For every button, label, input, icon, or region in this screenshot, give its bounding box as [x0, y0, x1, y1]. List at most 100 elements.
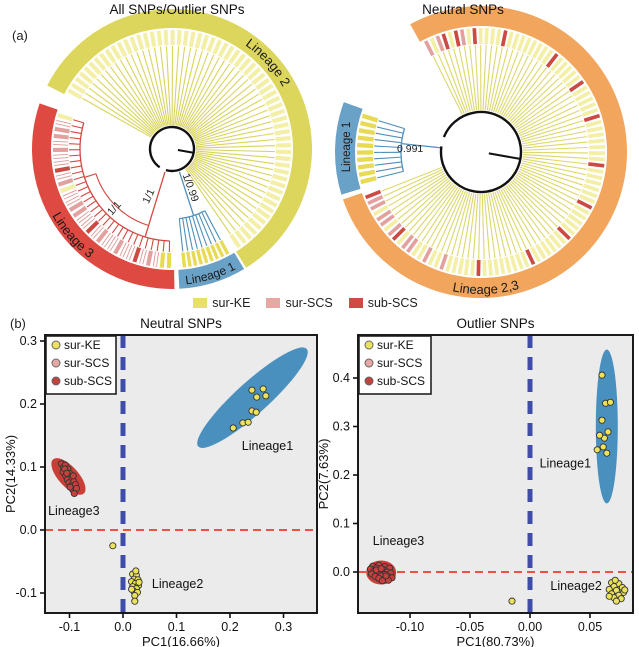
pca-neutral-snps-ytick--0.1: -0.1: [15, 586, 37, 600]
tree-all-outlier-snps-branches-lineage2: [82, 45, 275, 235]
legend-item-sub-SCS: sub-SCS: [348, 296, 418, 310]
pca-outlier-snps-ylabel: PC2(7.63%): [316, 439, 331, 510]
pca-outlier-snps-ytick-0.1: 0.1: [333, 517, 350, 531]
tree-all-outlier-snps-support-1: 1/1: [140, 187, 157, 205]
pca-neutral-snps-ytick-0.0: 0.0: [20, 523, 37, 537]
pca-neutral-snps-frame: [44, 334, 318, 614]
tree-neutral-snps-label-Lineage-1: Lineage 1: [341, 122, 353, 173]
tree-all-outlier-snps-band-lineage2: [47, 9, 313, 268]
legend-swatch: [266, 298, 281, 308]
pca-neutral-snps-xlabel: PC1(16.66%): [142, 634, 220, 647]
pca-neutral-snps-points-Lineage1: [229, 385, 270, 432]
pca-neutral-snps-cluster-label-Lineage3: Lineage3: [48, 504, 99, 518]
pca-outlier-snps-legend-label-sub-SCS: sub-SCS: [377, 374, 425, 388]
pca-outlier-snps-cluster-label-Lineage2: Lineage2: [550, 579, 601, 593]
panel-a-label: (a): [12, 28, 28, 43]
pca-neutral-snps-legend-label-sur-KE: sur-KE: [64, 338, 101, 352]
pca-neutral-snps-legend-marker-sur-SCS: [51, 358, 61, 368]
tree-all-outlier-snps-ticks-lineage3: [52, 113, 172, 269]
pca-neutral-snps-ytick-0.2: 0.2: [20, 397, 37, 411]
tree-neutral-snps-label-Lineage-2-3: Lineage 2,3: [452, 277, 521, 297]
tree-neutral-snps-support-0: 0.991: [397, 143, 423, 155]
pca-outlier-snps-xtick-0.05: 0.05: [578, 620, 602, 634]
tree-neutral-snps: Lineage 2,3 Lineage 1 0.991: [335, 6, 627, 298]
color-legend: sur-KE sur-SCS sub-SCS: [0, 296, 625, 310]
pca-outlier-snps: Lineage1 Lineage3 Lineage2 sur-KE sur-SCS sub…: [316, 316, 634, 647]
legend-item-sur-KE: sur-KE: [193, 296, 250, 310]
tree-all-outlier-snps-support-0: 1/0.99: [180, 172, 201, 204]
pca-outlier-snps-frame: [357, 334, 634, 614]
pca-outlier-snps-xlabel: PC1(80.73%): [456, 634, 534, 647]
pca-neutral-snps-points-Lineage3: [57, 460, 81, 498]
tree-neutral-snps-inner-circle: [439, 110, 523, 194]
tree-all-outlier-snps-ticks-lineage2: [67, 29, 292, 249]
pca-outlier-snps-ellipse-Lineage1: [595, 349, 618, 504]
tree-title-all-outlier-snps: All SNPs/Outlier SNPs: [109, 2, 245, 17]
pca-outlier-snps-ytick-0.2: 0.2: [333, 468, 350, 482]
tree-neutral-snps-branches-lineage23: [381, 44, 589, 259]
tree-neutral-snps-root-branch: [488, 152, 520, 160]
tree-all-outlier-snps-root-branch: [177, 149, 193, 154]
tree-neutral-snps-branches-lineage1: [373, 120, 441, 179]
legend-label: sur-KE: [212, 296, 251, 310]
pca-outlier-snps-legend-marker-sur-KE: [364, 340, 374, 350]
tree-neutral-snps-ticks-lineage23: [364, 27, 606, 277]
pca-neutral-snps-xtick-0.0: 0.0: [114, 620, 131, 634]
pca-outlier-snps-points-Lineage1: [593, 371, 614, 457]
pca-outlier-snps-xtick-0.00: 0.00: [518, 620, 542, 634]
legend-label: sub-SCS: [367, 296, 418, 310]
tree-all-outlier-snps-band-lineage3: [31, 103, 175, 289]
pca-neutral-snps-points-stray: [109, 542, 139, 605]
tree-all-outlier-snps-inner-circle: [148, 125, 196, 173]
pca-outlier-snps-legend-label-sur-KE: sur-KE: [377, 338, 414, 352]
pca-neutral-snps-ellipse-Lineage1: [197, 347, 308, 448]
pca-neutral-snps-legend-label-sur-SCS: sur-SCS: [64, 356, 109, 370]
tree-all-outlier-snps-band-lineage1: [178, 252, 245, 289]
pca-outlier-snps-legend-label-sur-SCS: sur-SCS: [377, 356, 422, 370]
tree-neutral-snps-band-lineage1: [335, 102, 363, 195]
pca-outlier-snps-ytick-0.3: 0.3: [333, 420, 350, 434]
pca-outlier-snps-ytick-0.4: 0.4: [333, 371, 350, 385]
pca-neutral-snps-legend-marker-sub-SCS: [51, 376, 61, 386]
panel-b-label: (b): [10, 316, 26, 331]
tree-neutral-snps-ticks-lineage1: [356, 113, 379, 185]
pca-neutral-snps-legend: sur-KE sur-SCS sub-SCS: [45, 335, 117, 395]
pca-outlier-snps-legend-marker-sur-SCS: [364, 358, 374, 368]
pca-neutral-snps-xtick-0.3: 0.3: [275, 620, 292, 634]
pca-neutral-snps-cluster-label-Lineage2: Lineage2: [152, 577, 203, 591]
pca-outlier-snps-legend: sur-KE sur-SCS sub-SCS: [358, 335, 432, 395]
pca-outlier-snps-legend-marker-sub-SCS: [364, 376, 374, 386]
tree-all-outlier-snps-branches-lineage1: [178, 171, 221, 252]
pca-outlier-snps-cluster-label-Lineage3: Lineage3: [373, 534, 424, 548]
pca-neutral-snps-xtick-0.2: 0.2: [221, 620, 238, 634]
legend-swatch: [348, 298, 363, 308]
tree-all-outlier-snps-branches-lineage3: [68, 119, 171, 252]
pca-outlier-snps-cluster-label-Lineage1: Lineage1: [540, 457, 591, 471]
pca-outlier-snps-points-Lineage2: [605, 576, 629, 605]
pca-neutral-snps-xtick--0.1: -0.1: [59, 620, 81, 634]
pca-neutral-snps-ylabel: PC2(14.33%): [3, 435, 18, 513]
pca-neutral-snps: Lineage1 Lineage3 Lineage2 sur-KE sur-SCS sub…: [3, 316, 318, 647]
pca-outlier-snps-ytick-0.0: 0.0: [333, 565, 350, 579]
pca-neutral-snps-ytick-0.3: 0.3: [20, 334, 37, 348]
pca-neutral-snps-legend-marker-sur-KE: [51, 340, 61, 350]
pca-neutral-snps-xtick-0.1: 0.1: [168, 620, 185, 634]
tree-title-neutral-snps: Neutral SNPs: [422, 2, 504, 17]
pca-outlier-snps-title: Outlier SNPs: [456, 316, 534, 331]
pca-neutral-snps-ytick-0.1: 0.1: [20, 460, 37, 474]
tree-all-outlier-snps-ticks-lineage1: [181, 240, 230, 268]
pca-neutral-snps-points-Lineage2: [128, 567, 143, 600]
pca-neutral-snps-legend-label-sub-SCS: sub-SCS: [64, 374, 112, 388]
legend-label: sur-SCS: [285, 296, 333, 310]
tree-all-outlier-snps-label-Lineage-3: Lineage 3: [50, 209, 97, 260]
legend-item-sur-SCS: sur-SCS: [266, 296, 333, 310]
pca-outlier-snps-xtick--0.10: -0.10: [396, 620, 425, 634]
pca-outlier-snps-xtick--0.05: -0.05: [456, 620, 485, 634]
legend-swatch: [193, 298, 208, 308]
pca-outlier-snps-points-stray: [508, 597, 516, 605]
pca-outlier-snps-points-Lineage3: [366, 561, 396, 585]
pca-neutral-snps-cluster-label-Lineage1: Lineage1: [242, 439, 293, 453]
